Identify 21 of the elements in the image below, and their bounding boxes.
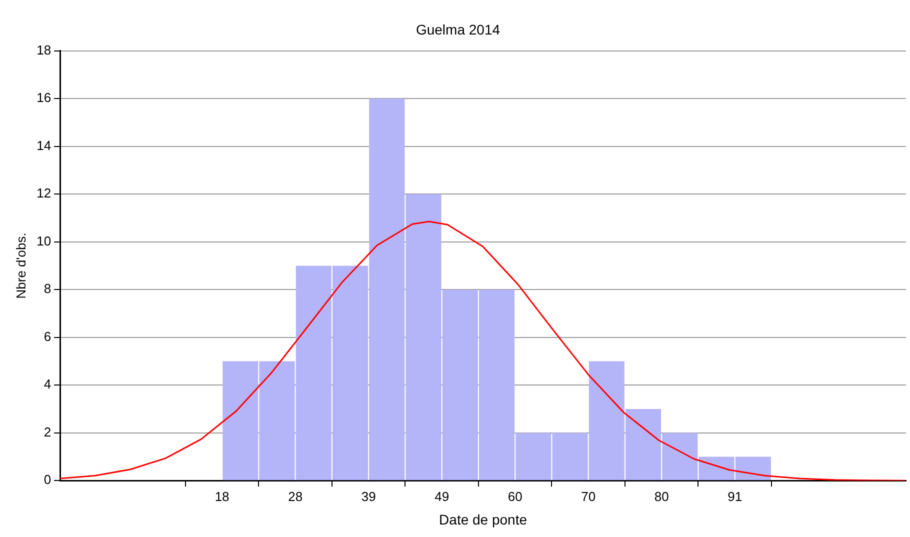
x-tick-label: 39 bbox=[361, 488, 376, 504]
x-axis-title: Date de ponte bbox=[439, 511, 528, 528]
y-tick-label: 2 bbox=[44, 424, 52, 440]
x-tick-label: 70 bbox=[581, 488, 596, 504]
y-tick-label: 0 bbox=[44, 472, 52, 488]
x-tick-label: 18 bbox=[214, 488, 230, 504]
y-tick-label: 16 bbox=[36, 90, 52, 106]
y-tick-label: 18 bbox=[36, 42, 52, 58]
x-tick-label: 60 bbox=[508, 488, 522, 504]
chart-title: Guelma 2014 bbox=[416, 21, 500, 38]
y-tick-label: 14 bbox=[36, 138, 52, 153]
y-tick-label: 12 bbox=[36, 186, 52, 201]
y-tick-label: 6 bbox=[44, 328, 52, 344]
x-tick-label: 91 bbox=[728, 488, 742, 504]
y-tick-label: 4 bbox=[44, 376, 52, 392]
y-tick-label: 10 bbox=[36, 233, 52, 248]
x-tick-label: 49 bbox=[434, 488, 450, 504]
y-axis-title: Nbre d'obs. bbox=[13, 232, 28, 299]
x-tick-label: 80 bbox=[654, 488, 669, 504]
x-tick-label: 28 bbox=[288, 488, 303, 504]
y-tick-label: 8 bbox=[44, 281, 52, 296]
